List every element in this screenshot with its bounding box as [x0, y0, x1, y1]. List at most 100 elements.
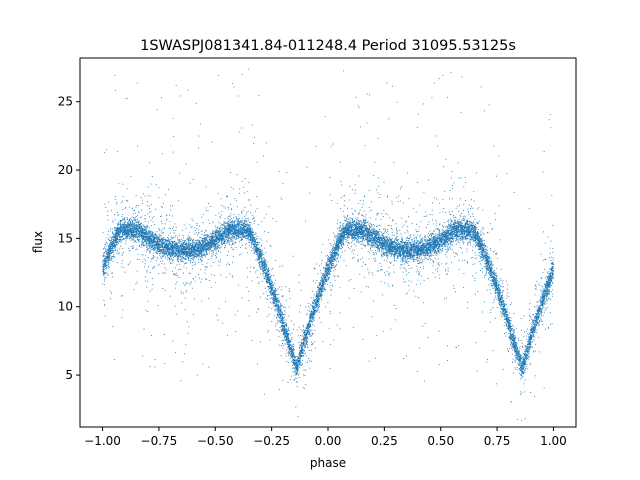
data-point: [446, 233, 448, 235]
data-point: [102, 255, 104, 257]
data-point: [121, 209, 123, 210]
data-point: [204, 278, 206, 280]
data-point: [205, 255, 207, 257]
data-point: [345, 241, 347, 243]
data-point: [371, 237, 373, 239]
data-point: [148, 231, 150, 233]
data-point: [249, 228, 251, 230]
data-point: [461, 222, 463, 224]
data-point: [341, 248, 342, 250]
data-point: [116, 262, 118, 264]
data-point: [189, 237, 191, 239]
data-point: [485, 262, 487, 264]
data-point: [480, 233, 482, 235]
data-point: [464, 231, 466, 233]
data-point: [535, 288, 537, 290]
data-point: [347, 242, 349, 244]
data-point: [293, 350, 295, 352]
data-point: [161, 238, 163, 240]
data-point: [173, 248, 175, 250]
data-point: [148, 241, 149, 243]
data-point: [413, 240, 415, 242]
data-point: [403, 358, 404, 359]
data-point: [307, 336, 308, 338]
data-point: [525, 358, 527, 359]
data-point: [232, 243, 234, 245]
data-point: [141, 229, 143, 231]
data-point: [547, 284, 548, 286]
data-point: [540, 311, 542, 313]
data-point: [135, 237, 137, 239]
data-point: [507, 325, 509, 327]
data-point: [269, 278, 271, 280]
data-point: [258, 281, 260, 283]
data-point: [515, 355, 517, 356]
data-point: [407, 242, 409, 244]
data-point: [224, 243, 226, 245]
data-point: [467, 238, 469, 239]
data-point: [201, 300, 203, 302]
data-point: [189, 245, 191, 247]
data-point: [371, 229, 373, 231]
data-point: [466, 227, 468, 229]
data-point: [440, 240, 441, 242]
data-point: [211, 236, 213, 238]
data-point: [254, 234, 256, 235]
data-point: [149, 208, 150, 209]
data-point: [458, 218, 460, 220]
data-point: [282, 320, 284, 322]
data-point: [222, 227, 223, 229]
data-point: [163, 227, 165, 229]
data-point: [530, 341, 532, 343]
data-point: [172, 151, 174, 153]
data-point: [504, 311, 506, 313]
data-point: [332, 249, 333, 251]
data-point: [147, 233, 149, 235]
data-point: [445, 244, 447, 246]
data-point: [458, 210, 459, 212]
data-point: [146, 205, 148, 207]
data-point: [160, 216, 161, 217]
data-point: [523, 383, 525, 385]
data-point: [418, 251, 419, 253]
data-point: [204, 237, 206, 239]
data-point: [343, 233, 345, 235]
data-point: [275, 309, 277, 311]
data-point: [374, 234, 376, 236]
data-point: [494, 286, 496, 288]
data-point: [328, 267, 330, 268]
data-point: [478, 254, 480, 256]
data-point: [333, 259, 335, 260]
data-point: [425, 257, 427, 259]
data-point: [487, 359, 488, 361]
data-point: [317, 273, 319, 275]
data-point: [224, 246, 226, 248]
data-point: [161, 247, 163, 248]
data-point: [422, 254, 424, 256]
data-point: [297, 335, 299, 337]
data-point: [255, 232, 257, 234]
data-point: [519, 346, 521, 348]
data-point: [520, 318, 522, 319]
data-point: [450, 233, 452, 235]
data-point: [541, 303, 543, 305]
data-point: [376, 225, 378, 227]
data-point: [413, 234, 415, 236]
data-point: [348, 230, 350, 232]
data-point: [416, 249, 418, 251]
data-point: [494, 212, 496, 214]
data-point: [245, 232, 247, 233]
data-point: [343, 235, 345, 237]
data-point: [300, 344, 302, 346]
data-point: [258, 258, 260, 260]
data-point: [453, 233, 455, 235]
data-point: [528, 357, 530, 359]
data-point: [438, 233, 440, 235]
data-point: [474, 240, 476, 242]
data-point: [477, 236, 479, 237]
data-point: [250, 243, 252, 245]
data-point: [409, 248, 411, 250]
data-point: [537, 283, 539, 285]
data-point: [523, 361, 525, 363]
data-point: [466, 231, 468, 233]
